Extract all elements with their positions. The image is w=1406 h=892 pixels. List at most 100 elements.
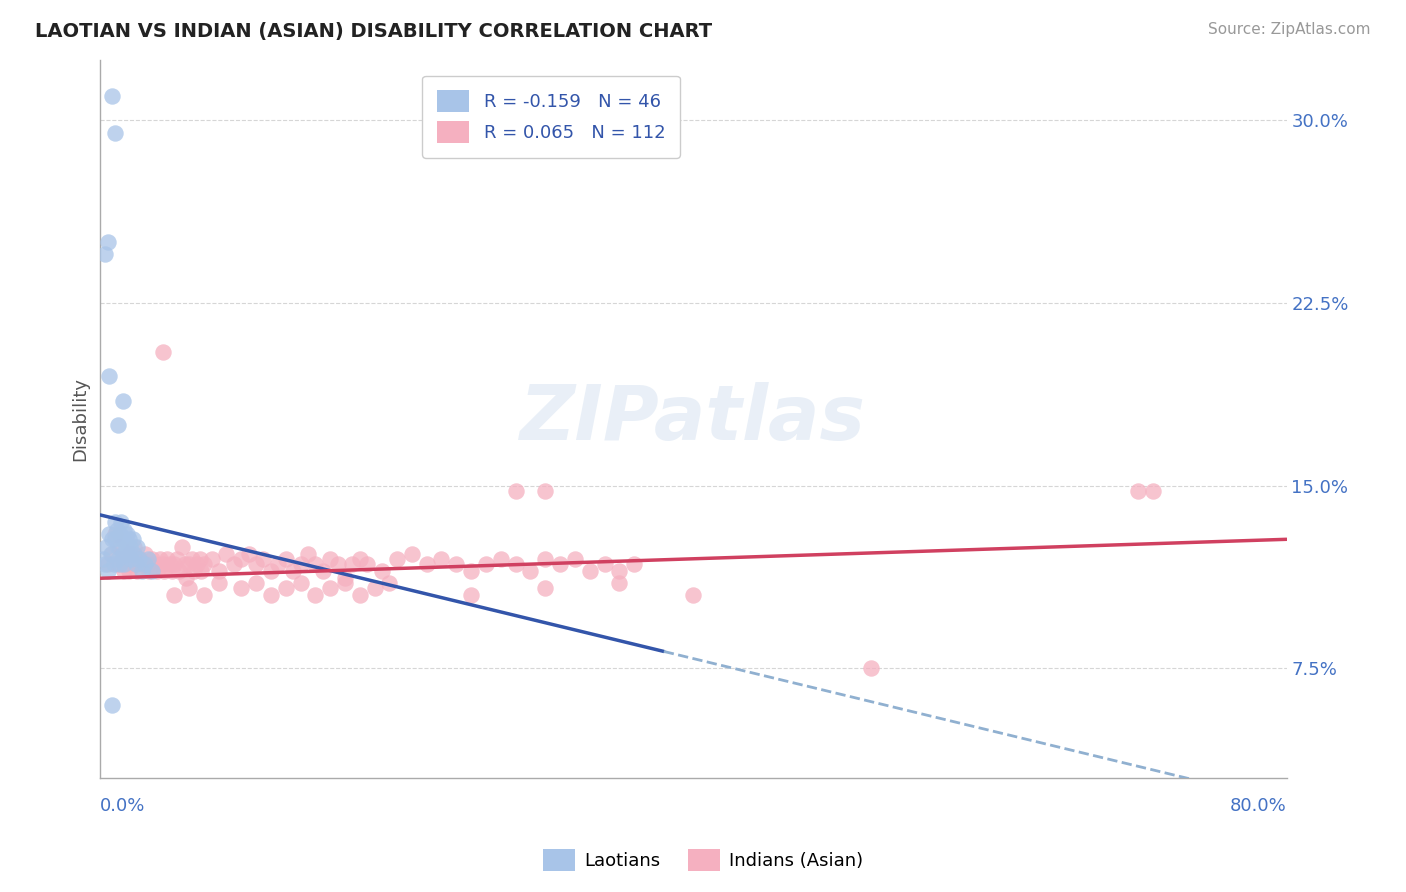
Point bbox=[578, 564, 600, 578]
Point bbox=[238, 547, 260, 561]
Point bbox=[267, 557, 290, 571]
Point bbox=[104, 533, 127, 547]
Point bbox=[274, 581, 297, 595]
Point bbox=[371, 564, 394, 578]
Point bbox=[163, 588, 186, 602]
Point bbox=[101, 89, 124, 103]
Point bbox=[260, 588, 283, 602]
Point bbox=[290, 576, 312, 591]
Point bbox=[505, 483, 527, 498]
Point bbox=[152, 557, 174, 571]
Point bbox=[115, 557, 138, 571]
Point bbox=[475, 557, 498, 571]
Point bbox=[91, 551, 114, 566]
Point bbox=[122, 533, 145, 547]
Point bbox=[107, 540, 129, 554]
Point bbox=[260, 564, 283, 578]
Point bbox=[319, 551, 342, 566]
Point bbox=[519, 564, 541, 578]
Point bbox=[114, 540, 136, 554]
Point bbox=[121, 551, 143, 566]
Text: LAOTIAN VS INDIAN (ASIAN) DISABILITY CORRELATION CHART: LAOTIAN VS INDIAN (ASIAN) DISABILITY COR… bbox=[35, 22, 713, 41]
Point bbox=[173, 557, 195, 571]
Point bbox=[125, 557, 148, 571]
Point bbox=[430, 551, 453, 566]
Point bbox=[190, 564, 212, 578]
Point bbox=[117, 533, 139, 547]
Point bbox=[111, 551, 134, 566]
Point bbox=[118, 540, 141, 554]
Point bbox=[312, 564, 335, 578]
Point bbox=[163, 557, 186, 571]
Point bbox=[193, 588, 215, 602]
Point bbox=[131, 564, 153, 578]
Point bbox=[98, 527, 121, 541]
Point bbox=[124, 540, 146, 554]
Legend: R = -0.159   N = 46, R = 0.065   N = 112: R = -0.159 N = 46, R = 0.065 N = 112 bbox=[422, 76, 681, 158]
Point bbox=[105, 523, 128, 537]
Point bbox=[179, 581, 201, 595]
Point bbox=[534, 551, 557, 566]
Point bbox=[94, 247, 117, 261]
Point bbox=[860, 661, 883, 675]
Point bbox=[319, 581, 342, 595]
Y-axis label: Disability: Disability bbox=[72, 376, 89, 461]
Point bbox=[145, 564, 167, 578]
Point bbox=[112, 564, 135, 578]
Point bbox=[122, 557, 145, 571]
Point bbox=[112, 557, 135, 571]
Point bbox=[104, 126, 127, 140]
Text: 80.0%: 80.0% bbox=[1230, 797, 1286, 815]
Point bbox=[97, 564, 120, 578]
Point bbox=[548, 557, 571, 571]
Point bbox=[97, 557, 120, 571]
Point bbox=[101, 698, 124, 712]
Point bbox=[1128, 483, 1150, 498]
Point bbox=[167, 564, 190, 578]
Point bbox=[363, 581, 385, 595]
Point bbox=[134, 557, 156, 571]
Point bbox=[245, 576, 267, 591]
Point bbox=[460, 564, 482, 578]
Point bbox=[342, 557, 364, 571]
Point bbox=[111, 547, 134, 561]
Point bbox=[115, 527, 138, 541]
Point bbox=[415, 557, 437, 571]
Point bbox=[127, 540, 149, 554]
Point bbox=[208, 564, 231, 578]
Point bbox=[101, 547, 124, 561]
Point bbox=[124, 547, 146, 561]
Point bbox=[222, 557, 245, 571]
Point bbox=[110, 515, 132, 529]
Point bbox=[111, 533, 134, 547]
Point bbox=[149, 551, 172, 566]
Point bbox=[131, 557, 153, 571]
Text: ZIPatlas: ZIPatlas bbox=[520, 382, 866, 456]
Point bbox=[108, 557, 131, 571]
Text: 0.0%: 0.0% bbox=[100, 797, 146, 815]
Point bbox=[564, 551, 586, 566]
Point bbox=[103, 557, 125, 571]
Point bbox=[231, 551, 253, 566]
Point bbox=[200, 551, 222, 566]
Point bbox=[489, 551, 512, 566]
Point bbox=[118, 547, 141, 561]
Point bbox=[607, 564, 630, 578]
Point bbox=[607, 576, 630, 591]
Point bbox=[156, 551, 179, 566]
Point bbox=[333, 576, 356, 591]
Point bbox=[349, 551, 371, 566]
Point bbox=[117, 564, 139, 578]
Point bbox=[534, 581, 557, 595]
Point bbox=[215, 547, 238, 561]
Point bbox=[112, 523, 135, 537]
Point bbox=[176, 571, 198, 585]
Point bbox=[297, 547, 319, 561]
Point bbox=[160, 564, 183, 578]
Point bbox=[188, 551, 211, 566]
Point bbox=[115, 547, 138, 561]
Point bbox=[378, 576, 401, 591]
Point bbox=[128, 551, 150, 566]
Point bbox=[274, 551, 297, 566]
Point bbox=[141, 564, 163, 578]
